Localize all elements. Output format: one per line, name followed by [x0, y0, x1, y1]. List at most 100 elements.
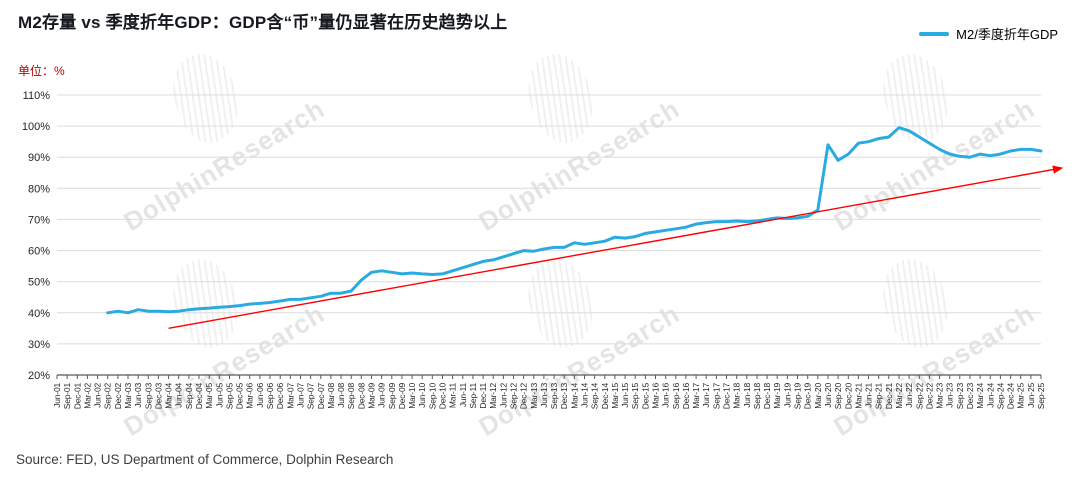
- x-tick-label: Dec-22: [924, 383, 934, 410]
- x-tick-label: Jun-05: [214, 383, 224, 408]
- x-tick-label: Dec-17: [722, 383, 732, 410]
- x-tick-label: Mar-08: [326, 383, 336, 409]
- x-tick-label: Dec-02: [113, 383, 123, 410]
- x-tick-label: Sep-14: [590, 383, 600, 410]
- x-tick-label: Jun-07: [296, 383, 306, 408]
- x-tick-label: Sep-15: [630, 383, 640, 410]
- x-tick-label: Sep-23: [955, 383, 965, 410]
- x-tick-label: Mar-25: [1016, 383, 1026, 409]
- x-tick-label: Mar-04: [164, 383, 174, 409]
- x-tick-label: Dec-12: [519, 383, 529, 410]
- x-tick-label: Dec-09: [397, 383, 407, 410]
- x-tick-label: Jun-15: [620, 383, 630, 408]
- x-tick-label: Sep-05: [225, 383, 235, 410]
- x-tick-label: Sep-06: [265, 383, 275, 410]
- x-tick-label: Mar-09: [367, 383, 377, 409]
- x-tick-label: Jun-10: [417, 383, 427, 408]
- x-tick-label: Jun-01: [52, 383, 62, 408]
- y-tick-label: 90%: [28, 152, 50, 164]
- source-note: Source: FED, US Department of Commerce, …: [16, 452, 394, 467]
- x-tick-label: Jun-03: [133, 383, 143, 408]
- x-tick-label: Dec-03: [153, 383, 163, 410]
- x-tick-label: Mar-06: [245, 383, 255, 409]
- unit-label: 单位：%: [18, 64, 65, 78]
- x-tick-label: Sep-17: [711, 383, 721, 410]
- x-tick-label: Jun-18: [742, 383, 752, 408]
- x-tick-label: Mar-10: [407, 383, 417, 409]
- x-tick-label: Dec-24: [1006, 383, 1016, 410]
- legend-line-swatch: [919, 31, 950, 36]
- x-tick-label: Dec-10: [438, 383, 448, 410]
- y-tick-label: 80%: [28, 183, 50, 195]
- m2-gdp-ratio-line: [106, 126, 1043, 315]
- x-tick-label: Dec-16: [681, 383, 691, 410]
- y-tick-label: 60%: [28, 246, 50, 258]
- x-tick-label: Sep-21: [874, 383, 884, 410]
- legend-label: M2/季度折年GDP: [956, 27, 1058, 42]
- x-tick-label: Dec-04: [194, 383, 204, 410]
- x-tick-label: Dec-21: [884, 383, 894, 410]
- y-tick-label: 70%: [28, 214, 50, 226]
- y-tick-label: 40%: [28, 308, 50, 320]
- x-tick-label: Dec-19: [803, 383, 813, 410]
- x-tick-label: Sep-09: [387, 383, 397, 410]
- x-tick-label: Dec-23: [965, 383, 975, 410]
- x-tick-label: Sep-04: [184, 383, 194, 410]
- x-tick-label: Mar-21: [853, 383, 863, 409]
- x-tick-label: Mar-24: [975, 383, 985, 409]
- x-tick-label: Sep-01: [62, 383, 72, 410]
- x-tick-label: Sep-22: [914, 383, 924, 410]
- x-tick-label: Jun-06: [255, 383, 265, 408]
- x-tick-label: Dec-01: [72, 383, 82, 410]
- x-tick-label: Sep-20: [833, 383, 843, 410]
- x-tick-label: Sep-19: [793, 383, 803, 410]
- x-tick-label: Jun-23: [945, 383, 955, 408]
- x-tick-label: Mar-15: [610, 383, 620, 409]
- x-tick-label: Mar-05: [204, 383, 214, 409]
- x-tick-label: Sep-16: [671, 383, 681, 410]
- x-tick-label: Jun-02: [93, 383, 103, 408]
- x-tick-label: Sep-25: [1036, 383, 1046, 410]
- x-tick-label: Jun-24: [985, 383, 995, 408]
- x-tick-label: Jun-25: [1026, 383, 1036, 408]
- x-tick-label: Jun-12: [498, 383, 508, 408]
- y-tick-label: 30%: [28, 339, 50, 351]
- x-tick-label: Mar-02: [82, 383, 92, 409]
- x-tick-label: Dec-18: [762, 383, 772, 410]
- x-tick-label: Mar-17: [691, 383, 701, 409]
- x-tick-label: Mar-14: [569, 383, 579, 409]
- x-tick-label: Mar-11: [448, 383, 458, 409]
- x-tick-label: Jun-22: [904, 383, 914, 408]
- x-tick-label: Dec-08: [356, 383, 366, 410]
- x-tick-label: Jun-19: [782, 383, 792, 408]
- y-tick-label: 110%: [23, 90, 51, 102]
- x-tick-label: Sep-11: [468, 383, 478, 409]
- y-tick-label: 50%: [28, 277, 50, 289]
- x-tick-label: Mar-16: [651, 383, 661, 409]
- x-tick-label: Dec-15: [640, 383, 650, 410]
- x-tick-label: Mar-23: [935, 383, 945, 409]
- chart-title: M2存量 vs 季度折年GDP：GDP含“币”量仍显著在历史趋势以上: [18, 13, 508, 32]
- x-tick-label: Jun-17: [701, 383, 711, 408]
- x-tick-label: Sep-03: [143, 383, 153, 410]
- x-tick-label: Sep-10: [427, 383, 437, 410]
- x-tick-label: Mar-13: [529, 383, 539, 409]
- x-tick-label: Sep-18: [752, 383, 762, 410]
- x-tick-label: Sep-13: [549, 383, 559, 410]
- x-tick-label: Dec-05: [235, 383, 245, 410]
- x-tick-label: Jun-16: [661, 383, 671, 408]
- x-tick-label: Jun-09: [377, 383, 387, 408]
- x-tick-label: Dec-11: [478, 383, 488, 409]
- x-tick-label: Sep-24: [995, 383, 1005, 410]
- x-tick-label: Dec-13: [559, 383, 569, 410]
- x-tick-label: Mar-19: [772, 383, 782, 409]
- x-tick-label: Mar-22: [894, 383, 904, 409]
- y-tick-label: 100%: [22, 121, 50, 133]
- x-tick-label: Mar-20: [813, 383, 823, 409]
- x-tick-label: Mar-18: [732, 383, 742, 409]
- x-tick-label: Jun-13: [539, 383, 549, 408]
- x-tick-label: Mar-07: [285, 383, 295, 409]
- x-tick-label: Sep-02: [103, 383, 113, 410]
